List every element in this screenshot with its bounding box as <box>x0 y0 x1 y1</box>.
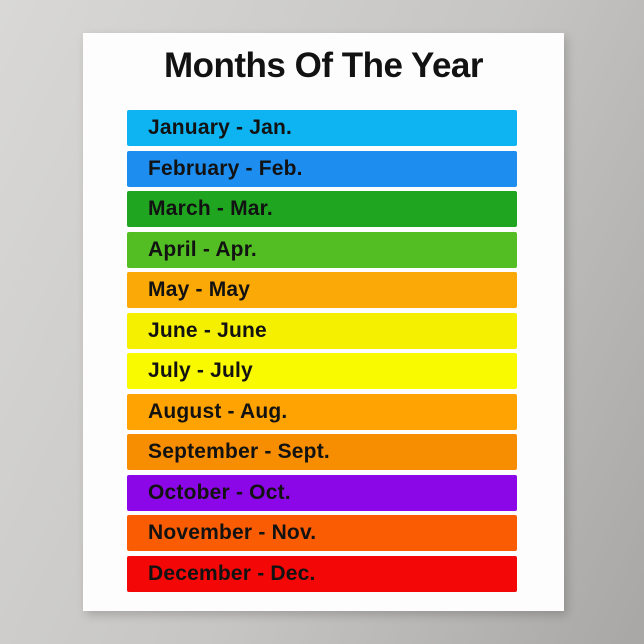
month-bar-label: December - Dec. <box>148 561 316 585</box>
month-bar-label: July - July <box>148 359 253 382</box>
month-bar: October - Oct. <box>127 474 517 511</box>
month-bar-label: March - Mar. <box>148 197 273 220</box>
month-bar: May - May <box>127 272 517 308</box>
month-bar: March - Mar. <box>127 191 517 227</box>
month-bar-label: August - Aug. <box>148 399 288 423</box>
month-list: January - Jan. February - Feb. March - M… <box>127 110 517 596</box>
poster: Months Of The Year January - Jan. Februa… <box>83 33 564 611</box>
month-bar: June - June <box>127 312 517 349</box>
month-bar-label: January - Jan. <box>148 116 293 139</box>
month-bar: April - Apr. <box>127 231 517 268</box>
poster-title: Months Of The Year <box>163 46 484 85</box>
month-bar-label: May - May <box>148 278 251 301</box>
month-bar-label: April - Apr. <box>148 237 257 261</box>
month-bar: July - July <box>127 353 517 389</box>
month-bar: December - Dec. <box>127 555 517 592</box>
month-bar: November - Nov. <box>127 515 517 551</box>
month-bar: February - Feb. <box>127 150 517 187</box>
month-bar-label: September - Sept. <box>148 440 330 463</box>
month-bar-label: October - Oct. <box>148 480 291 504</box>
month-bar-label: June - June <box>148 318 267 342</box>
month-bar-label: November - Nov. <box>148 521 317 544</box>
month-bar: September - Sept. <box>127 434 517 470</box>
month-bar: January - Jan. <box>127 110 517 146</box>
month-bar: August - Aug. <box>127 393 517 430</box>
month-bar-label: February - Feb. <box>148 156 303 180</box>
